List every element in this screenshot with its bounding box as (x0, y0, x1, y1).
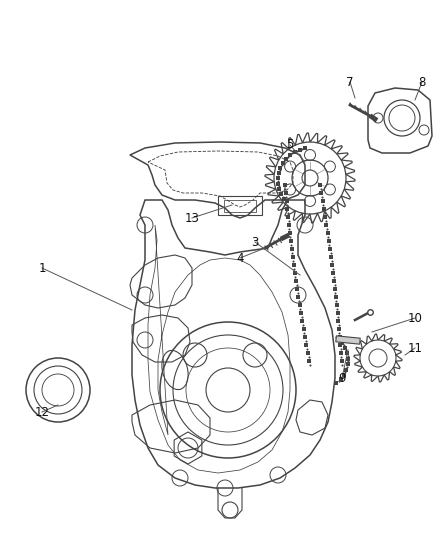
Text: 3: 3 (251, 236, 259, 248)
Text: 4: 4 (236, 252, 244, 264)
Polygon shape (336, 336, 360, 344)
Text: 10: 10 (408, 311, 422, 325)
Text: 5: 5 (286, 139, 294, 151)
Text: 9: 9 (338, 372, 346, 384)
Text: 8: 8 (418, 76, 426, 88)
Text: 7: 7 (346, 76, 354, 88)
Text: 1: 1 (38, 262, 46, 274)
Text: 12: 12 (35, 406, 49, 418)
Text: 13: 13 (184, 212, 199, 224)
Text: 11: 11 (407, 342, 423, 354)
